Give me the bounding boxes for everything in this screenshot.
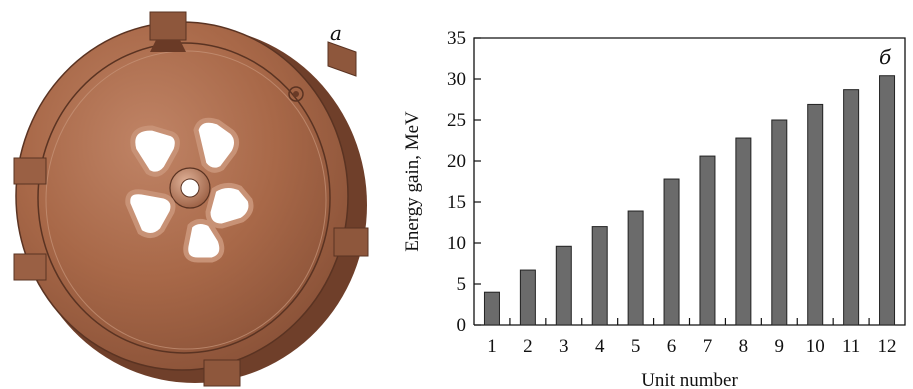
x-tick-label: 9	[775, 336, 785, 357]
y-tick-label: 5	[457, 274, 467, 295]
y-tick-label: 10	[447, 233, 466, 254]
y-tick-label: 35	[447, 28, 466, 49]
central-hole	[180, 178, 200, 198]
disk-rim-highlight	[45, 50, 327, 350]
y-tick-label: 25	[447, 110, 466, 131]
opening-5	[125, 189, 176, 238]
bars	[483, 75, 896, 326]
x-axis: 1 2 3 4 5 6 7 8 9 10 11 12	[487, 318, 897, 357]
notch-top-shadow	[150, 40, 186, 52]
opening-4	[183, 218, 225, 263]
bar	[843, 89, 860, 326]
x-tick-label: 10	[806, 336, 825, 357]
bar	[807, 103, 824, 326]
panel-label-a: a	[330, 21, 342, 45]
x-tick-label: 7	[703, 336, 713, 357]
bar	[663, 178, 680, 326]
alignment-mark-center	[293, 91, 299, 97]
y-tick-label: 30	[447, 69, 466, 90]
y-axis-title: Energy gain, MeV	[402, 111, 423, 252]
x-tick-label: 5	[631, 336, 641, 357]
bar	[771, 119, 788, 326]
bar	[519, 269, 536, 326]
notch-right-lower	[333, 227, 369, 257]
y-tick-label: 0	[457, 315, 467, 336]
notch-left-lower	[13, 253, 47, 281]
y-axis: 0 5 10 15 20 25 30 35	[447, 28, 481, 336]
disk-rim-groove	[37, 42, 331, 354]
notch-top	[149, 11, 187, 41]
x-tick-label: 1	[487, 336, 497, 357]
notch-bottom	[203, 359, 241, 387]
opening-1	[130, 125, 180, 177]
x-tick-label: 8	[739, 336, 749, 357]
x-axis-title: Unit number	[641, 370, 738, 389]
bar	[879, 75, 896, 326]
y-tick-label: 20	[447, 151, 466, 172]
bar	[483, 291, 500, 326]
opening-3	[205, 182, 254, 229]
alignment-mark	[288, 86, 304, 102]
copper-disk-illustration	[13, 11, 369, 387]
x-tick-label: 3	[559, 336, 569, 357]
bar	[591, 226, 608, 326]
bar	[627, 210, 644, 326]
bar	[699, 155, 716, 326]
opening-2	[193, 117, 240, 173]
y-tick-label: 15	[447, 192, 466, 213]
x-tick-label: 2	[523, 336, 533, 357]
bar	[735, 137, 752, 326]
notch-left-upper	[13, 157, 47, 185]
x-tick-label: 6	[667, 336, 677, 357]
openings	[125, 117, 254, 263]
notch-right-upper	[327, 41, 357, 77]
x-tick-label: 12	[878, 336, 897, 357]
panel-label-b: б	[879, 45, 892, 69]
x-tick-label: 11	[842, 336, 860, 357]
plot-frame	[473, 37, 906, 326]
bar	[555, 245, 572, 326]
x-tick-label: 4	[595, 336, 605, 357]
